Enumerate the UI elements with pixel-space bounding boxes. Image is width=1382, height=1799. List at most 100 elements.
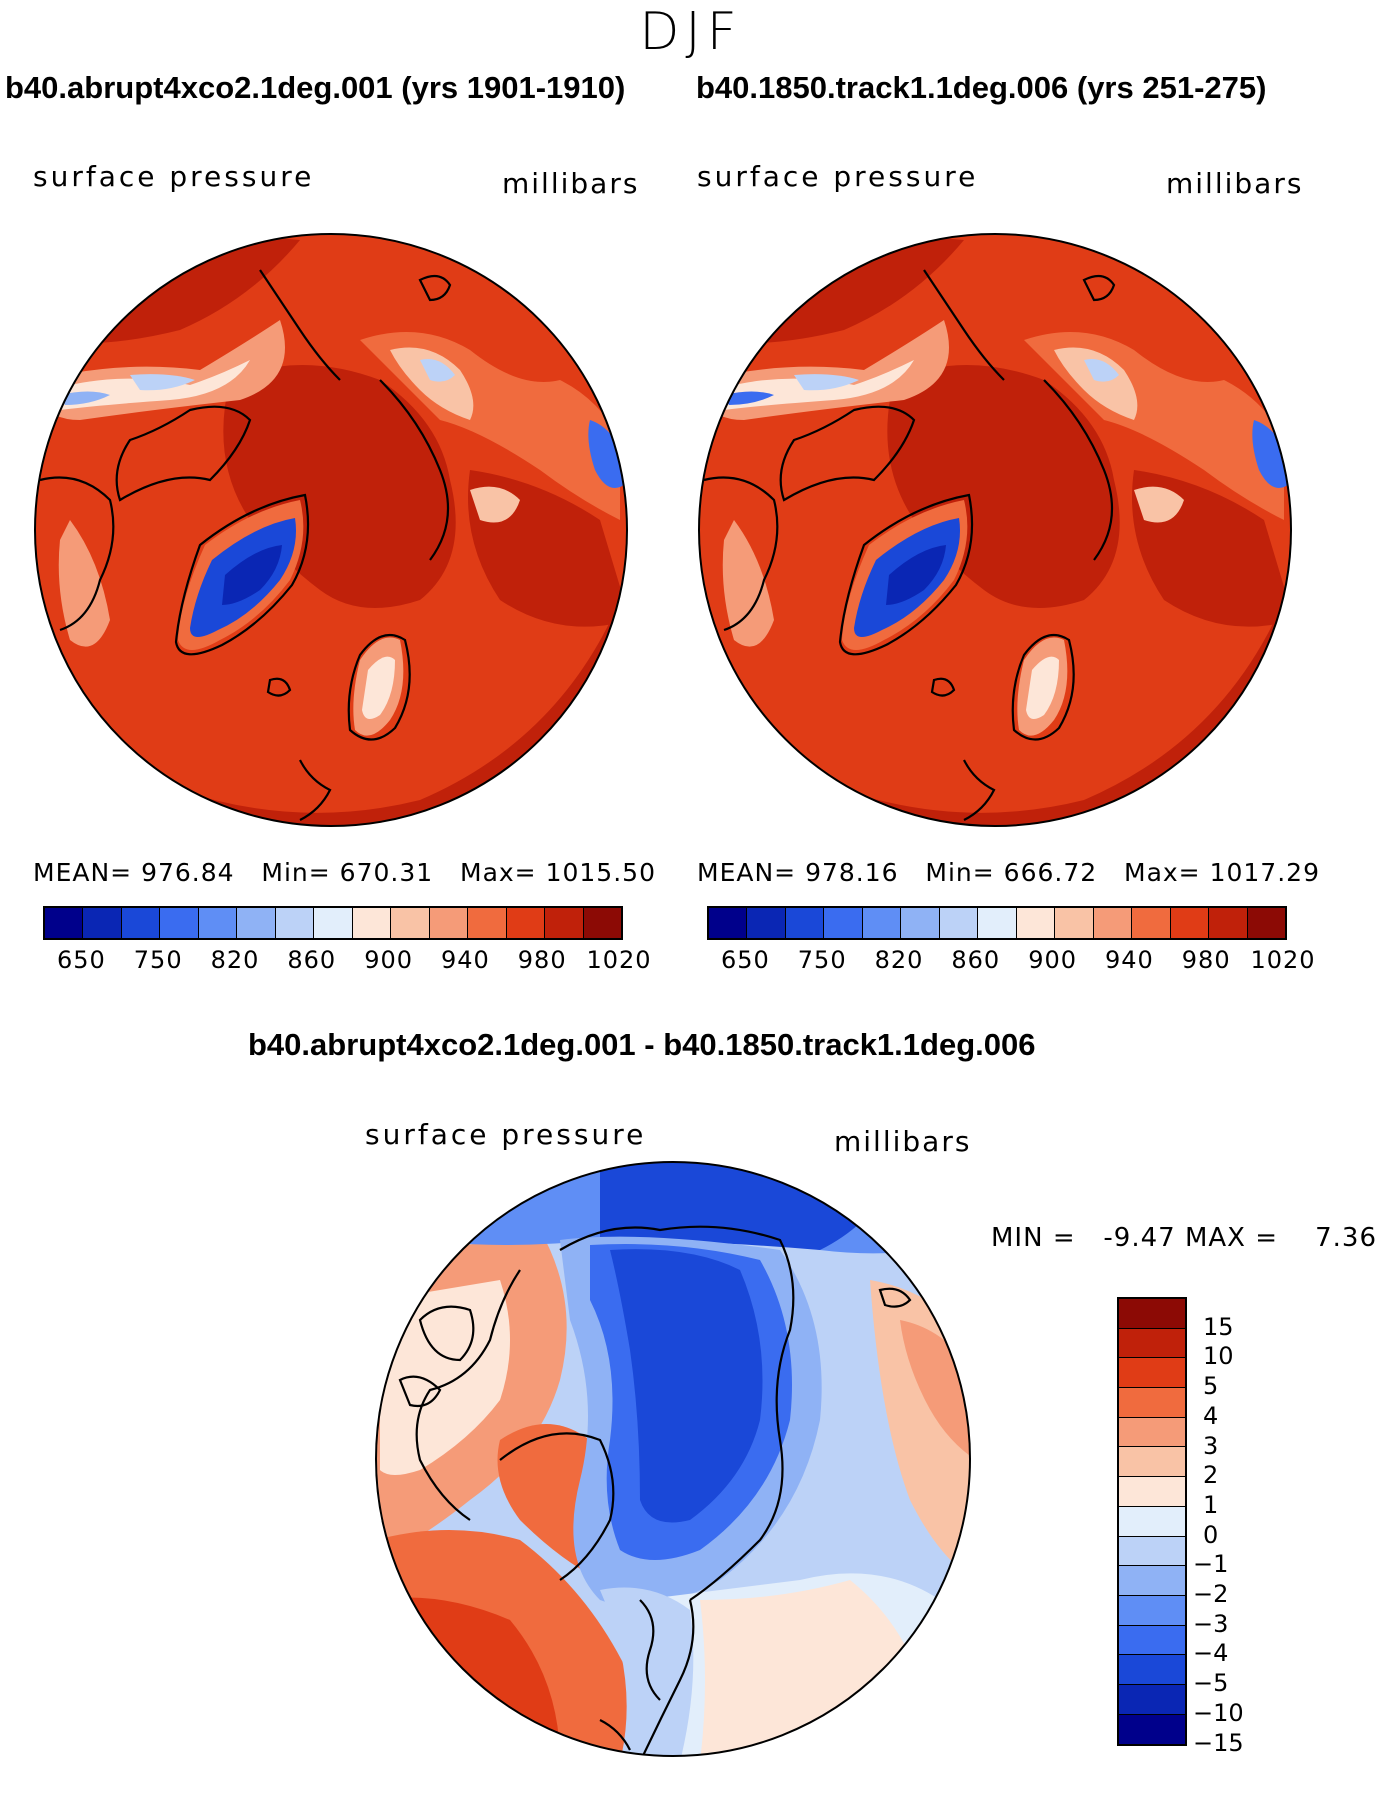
colorbar-swatch xyxy=(275,908,315,938)
panel1-colorbar-labels: 650 750 820 860 900 940 980 1020 xyxy=(43,946,651,976)
panel1-max-label: Max= xyxy=(460,858,537,887)
colorbar-swatch xyxy=(709,908,748,938)
diff-units-label: millibars xyxy=(834,1125,972,1158)
colorbar-swatch xyxy=(1247,908,1286,938)
colorbar-tick-label: 2 xyxy=(1203,1461,1219,1490)
panel1-colorbar xyxy=(43,906,623,940)
colorbar-swatch xyxy=(1119,1388,1185,1418)
colorbar-tick-label: −2 xyxy=(1193,1580,1229,1608)
colorbar-swatch xyxy=(1093,908,1133,938)
panel1-units-label: millibars xyxy=(502,167,640,200)
colorbar-tick-label: 3 xyxy=(1203,1431,1219,1460)
season-title: DJF xyxy=(639,2,743,62)
colorbar-tick-label: 1020 xyxy=(1250,946,1316,974)
colorbar-tick-label: 1 xyxy=(1203,1490,1219,1519)
colorbar-swatch xyxy=(391,908,430,938)
colorbar-tick-label: 980 xyxy=(1181,946,1231,974)
colorbar-swatch xyxy=(862,908,902,938)
colorbar-tick-label: 650 xyxy=(720,946,770,974)
colorbar-tick-label: 4 xyxy=(1203,1401,1219,1430)
diff-title: b40.abrupt4xco2.1deg.001 - b40.1850.trac… xyxy=(248,1027,1036,1062)
colorbar-tick-label: 900 xyxy=(364,946,413,974)
colorbar-swatch xyxy=(83,908,122,938)
colorbar-tick-label: 15 xyxy=(1203,1312,1234,1341)
colorbar-tick-label: 820 xyxy=(210,946,260,974)
colorbar-swatch xyxy=(785,908,825,938)
panel1-max-value: 1015.50 xyxy=(545,858,656,887)
colorbar-tick-label: −3 xyxy=(1193,1609,1229,1638)
colorbar-tick-label: −15 xyxy=(1193,1728,1244,1757)
panel2-units-label: millibars xyxy=(1166,167,1304,200)
colorbar-swatch xyxy=(583,908,622,938)
panel2-mean-label: MEAN= xyxy=(697,858,797,887)
colorbar-swatch xyxy=(45,908,84,938)
panel2-max-value: 1017.29 xyxy=(1209,858,1320,887)
colorbar-tick-label: 940 xyxy=(440,946,490,974)
panel2-title: b40.1850.track1.1deg.006 (yrs 251-275) xyxy=(696,70,1267,105)
panel2-min-label: Min= xyxy=(925,858,995,887)
diff-min-label: MIN = xyxy=(991,1223,1076,1253)
colorbar-tick-label: −4 xyxy=(1193,1639,1229,1668)
colorbar-swatch xyxy=(1119,1566,1185,1596)
colorbar-swatch xyxy=(1119,1684,1185,1715)
colorbar-swatch xyxy=(1119,1328,1185,1359)
colorbar-swatch xyxy=(1119,1506,1185,1537)
colorbar-tick-label: 750 xyxy=(133,946,183,974)
colorbar-swatch xyxy=(121,908,161,938)
colorbar-tick-label: 820 xyxy=(874,946,924,974)
colorbar-tick-label: −5 xyxy=(1193,1669,1229,1698)
colorbar-swatch xyxy=(824,908,863,938)
panel1-mean-value: 976.84 xyxy=(141,858,235,887)
panel1-min-label: Min= xyxy=(261,858,331,887)
panel2-stats: MEAN= 978.16 Min= 666.72 Max= 1017.29 xyxy=(697,858,1320,887)
colorbar-swatch xyxy=(1016,908,1056,938)
colorbar-swatch xyxy=(314,908,353,938)
panel2-field-label: surface pressure xyxy=(697,160,979,193)
colorbar-tick-label: 10 xyxy=(1203,1342,1234,1371)
colorbar-swatch xyxy=(1119,1714,1185,1745)
colorbar-swatch xyxy=(198,908,238,938)
colorbar-swatch xyxy=(939,908,979,938)
colorbar-tick-label: −10 xyxy=(1193,1698,1244,1727)
colorbar-swatch xyxy=(160,908,199,938)
colorbar-swatch xyxy=(1209,908,1248,938)
panel1-title: b40.abrupt4xco2.1deg.001 (yrs 1901-1910) xyxy=(5,70,626,105)
panel1-min-value: 670.31 xyxy=(339,858,434,887)
diff-minmax: MIN = -9.47 MAX = 7.36 xyxy=(991,1223,1377,1253)
colorbar-tick-label: 1020 xyxy=(586,946,652,974)
panel2-max-label: Max= xyxy=(1124,858,1201,887)
panel2-min-value: 666.72 xyxy=(1003,858,1098,887)
colorbar-tick-label: 0 xyxy=(1203,1520,1219,1549)
colorbar-swatch xyxy=(1170,908,1210,938)
colorbar-tick-label: 860 xyxy=(951,946,1001,974)
colorbar-swatch xyxy=(1132,908,1171,938)
colorbar-swatch xyxy=(1119,1447,1185,1478)
colorbar-swatch xyxy=(429,908,469,938)
colorbar-swatch xyxy=(1119,1299,1185,1329)
colorbar-swatch xyxy=(1119,1536,1185,1567)
panel2-mean-value: 978.16 xyxy=(805,858,899,887)
colorbar-swatch xyxy=(545,908,584,938)
colorbar-swatch xyxy=(1119,1595,1185,1626)
colorbar-swatch xyxy=(901,908,940,938)
panel1-stats: MEAN= 976.84 Min= 670.31 Max= 1015.50 xyxy=(33,858,656,887)
panel1-field-label: surface pressure xyxy=(33,160,315,193)
colorbar-tick-label: 750 xyxy=(797,946,847,974)
colorbar-tick-label: 860 xyxy=(287,946,337,974)
panel2-colorbar-labels: 650 750 820 860 900 940 980 1020 xyxy=(707,946,1315,976)
colorbar-swatch xyxy=(1119,1625,1185,1656)
colorbar-tick-label: 980 xyxy=(517,946,567,974)
colorbar-swatch xyxy=(506,908,546,938)
diff-max-value: 7.36 xyxy=(1315,1223,1377,1253)
colorbar-swatch xyxy=(1119,1655,1185,1685)
colorbar-swatch xyxy=(1119,1477,1185,1507)
diff-field-label: surface pressure xyxy=(365,1118,647,1151)
diff-colorbar xyxy=(1117,1297,1187,1747)
colorbar-swatch xyxy=(1119,1417,1185,1448)
colorbar-tick-label: 940 xyxy=(1104,946,1154,974)
colorbar-tick-label: −1 xyxy=(1193,1550,1229,1579)
diff-colorbar-labels: 15 10 5 4 3 2 1 0 −1 −2 −3 −4 −5 −10 −15 xyxy=(1193,1297,1303,1757)
panel2-colorbar xyxy=(707,906,1287,940)
colorbar-swatch xyxy=(978,908,1017,938)
